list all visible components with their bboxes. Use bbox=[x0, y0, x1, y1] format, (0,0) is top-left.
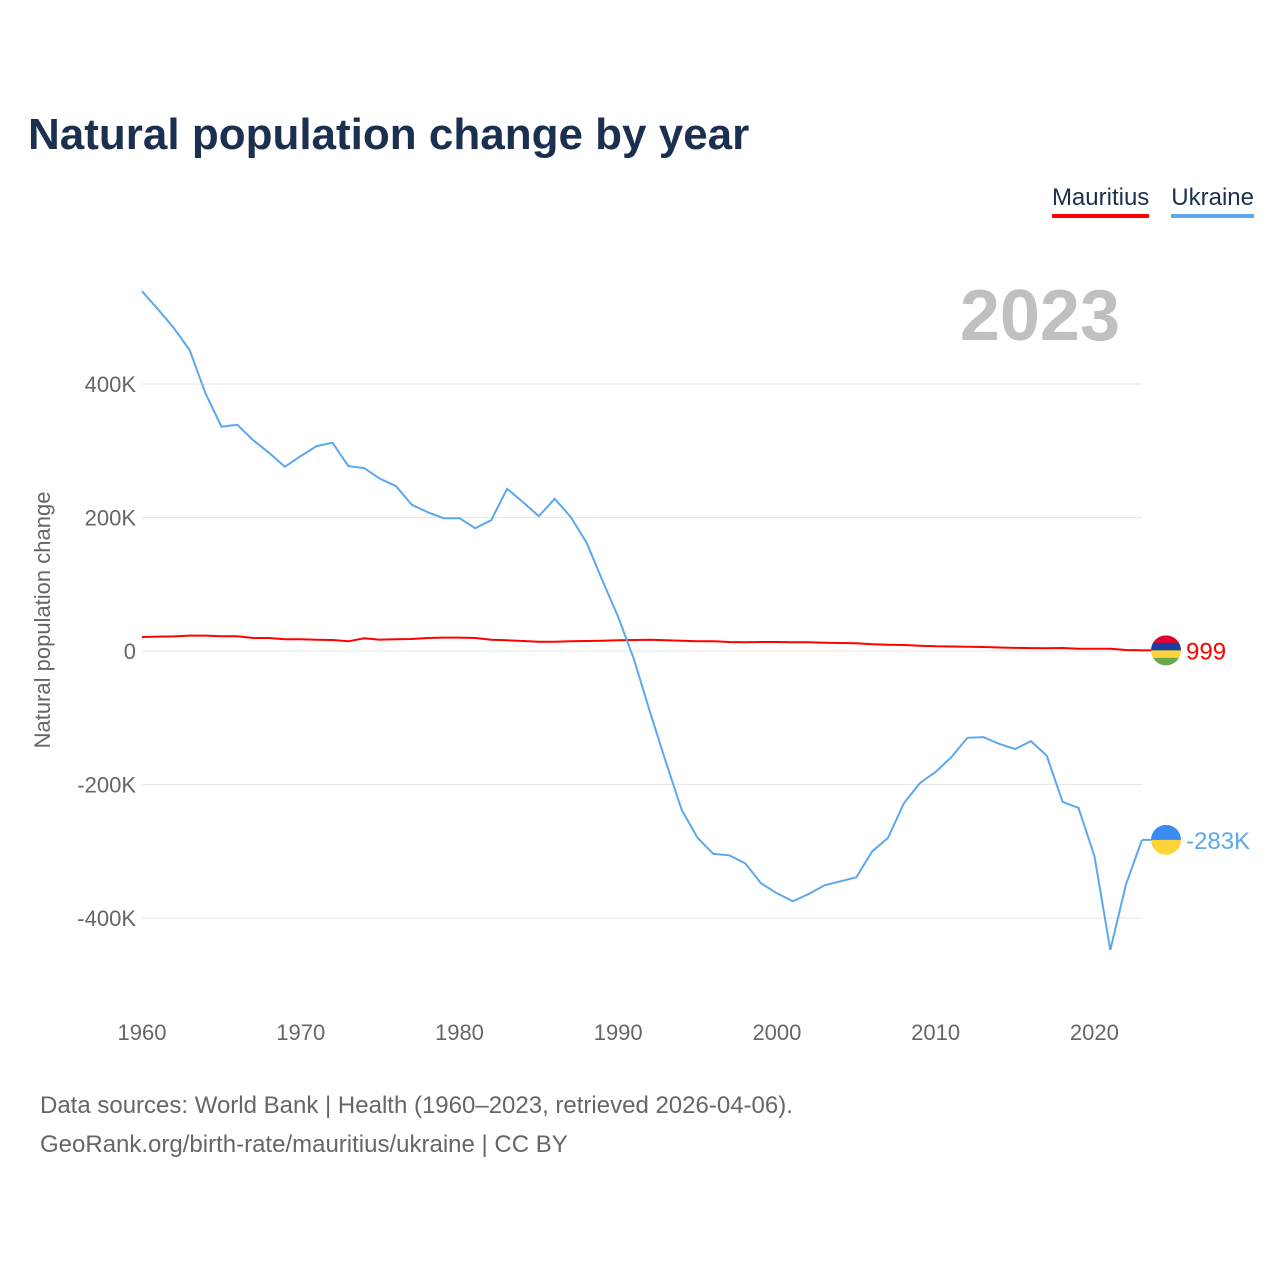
end-value-label: -283K bbox=[1186, 828, 1250, 855]
footer: Data sources: World Bank | Health (1960–… bbox=[40, 1086, 793, 1164]
x-tick-label: 1960 bbox=[118, 1020, 167, 1045]
legend: Mauritius Ukraine bbox=[1051, 184, 1254, 218]
y-tick-label: -400K bbox=[77, 906, 136, 931]
year-label: 2023 bbox=[960, 276, 1120, 356]
x-tick-label: 2000 bbox=[752, 1020, 801, 1045]
y-tick-label: 400K bbox=[85, 372, 137, 397]
y-tick-label: -200K bbox=[77, 773, 136, 798]
y-tick-label: 0 bbox=[124, 639, 136, 664]
x-tick-label: 1970 bbox=[276, 1020, 325, 1045]
series-line-mauritius bbox=[141, 634, 1143, 652]
x-tick-label: 1990 bbox=[594, 1020, 643, 1045]
mauritius-flag-icon bbox=[1151, 635, 1181, 666]
x-tick-label: 1980 bbox=[435, 1020, 484, 1045]
data-source: Data sources: World Bank | Health (1960–… bbox=[40, 1092, 793, 1119]
series-line-ukraine bbox=[141, 290, 1143, 951]
end-value-label: 999 bbox=[1186, 638, 1226, 665]
y-axis-label: Natural population change bbox=[30, 492, 55, 749]
legend-item-ukraine[interactable]: Ukraine bbox=[1171, 184, 1254, 218]
legend-item-mauritius[interactable]: Mauritius bbox=[1051, 184, 1150, 218]
ukraine-flag-icon bbox=[1151, 824, 1181, 855]
y-tick-label: 200K bbox=[85, 506, 137, 531]
x-tick-label: 2020 bbox=[1070, 1020, 1119, 1045]
chart-title: Natural population change by year bbox=[28, 110, 750, 159]
x-tick-label: 2010 bbox=[911, 1020, 960, 1045]
source-link[interactable]: GeoRank.org/birth-rate/mauritius/ukraine… bbox=[40, 1131, 568, 1158]
